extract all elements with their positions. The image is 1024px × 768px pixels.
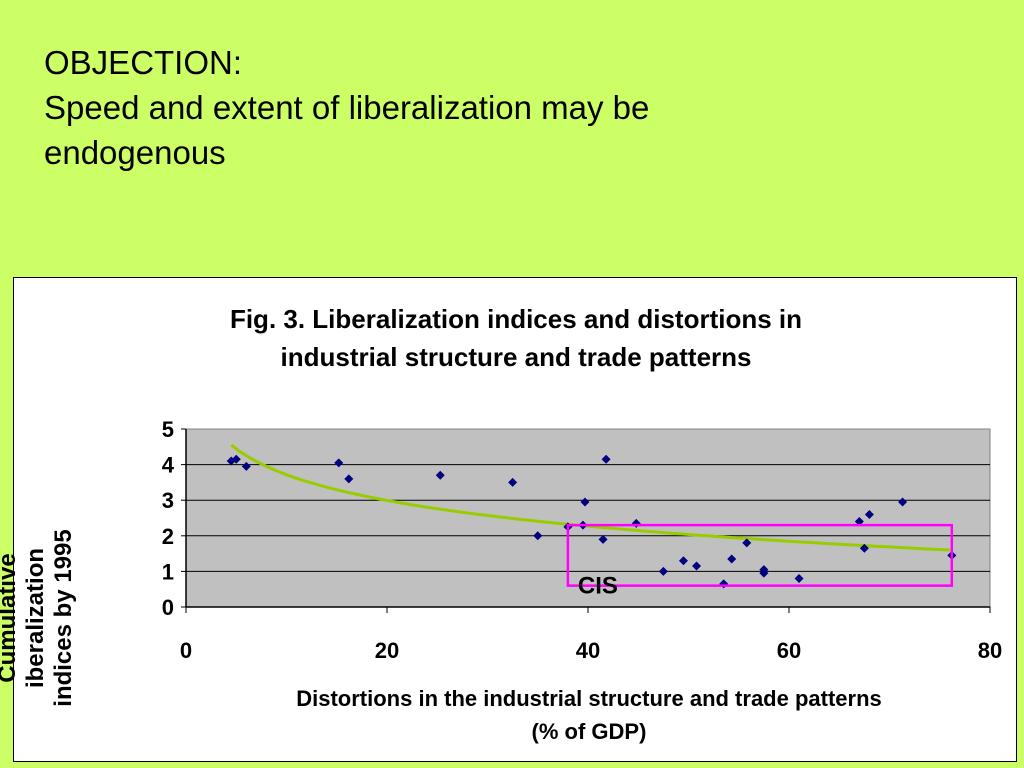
data-point: [533, 531, 543, 541]
plot-layer: 0 1 2 3 4 5 0 20 40 60 80 CIS: [162, 417, 1002, 663]
x-axis-label: Distortions in the industrial structure …: [174, 682, 1004, 748]
x-tick-label: 0: [180, 638, 192, 663]
data-point: [598, 534, 608, 544]
x-axis-label-line-2: (% of GDP): [531, 719, 647, 744]
y-tick-label: 4: [162, 453, 175, 478]
data-point: [334, 458, 344, 468]
x-tick-label: 40: [576, 638, 600, 663]
slide-title-line-1: OBJECTION:: [44, 44, 243, 81]
data-point: [898, 497, 908, 507]
data-point: [727, 554, 737, 564]
slide-title: OBJECTION: Speed and extent of liberaliz…: [44, 40, 944, 175]
data-point: [241, 461, 251, 471]
chart-panel: Fig. 3. Liberalization indices and disto…: [0, 277, 1018, 762]
data-point: [759, 568, 769, 578]
y-axis-label-line-3: indices by 1995: [50, 529, 77, 707]
x-tick-label: 20: [375, 638, 399, 663]
chart-title-line-1: Fig. 3. Liberalization indices and disto…: [229, 304, 803, 334]
y-tick-label: 3: [162, 488, 174, 513]
data-point: [231, 454, 241, 464]
y-axis-label-line-2: iberalization: [22, 547, 49, 689]
slide-title-line-2: Speed and extent of liberalization may b…: [44, 89, 650, 126]
data-point: [678, 556, 688, 566]
data-point: [859, 543, 869, 553]
data-point: [226, 456, 236, 466]
x-tick-label: 80: [978, 638, 1002, 663]
trendline: [230, 443, 950, 552]
y-tick-label: 0: [162, 595, 174, 620]
data-point: [742, 538, 752, 548]
plot-area: [185, 428, 991, 608]
cis-label: CIS: [578, 573, 618, 600]
data-point: [692, 561, 702, 571]
chart-title-line-2: industrial structure and trade patterns: [280, 342, 752, 372]
data-point: [794, 574, 804, 584]
scatter-chart: 0 1 2 3 4 5 0 20 40 60 80 CIS: [162, 417, 1002, 663]
y-tick-label: 2: [162, 524, 174, 549]
y-tick-label: 1: [162, 559, 174, 584]
data-point: [508, 477, 518, 487]
cis-highlight-box: [566, 523, 954, 587]
data-point: [580, 497, 590, 507]
data-point: [344, 474, 354, 484]
data-point: [864, 509, 874, 519]
data-point: [854, 517, 864, 527]
slide-title-line-3: endogenous: [44, 134, 226, 171]
data-point: [658, 566, 668, 576]
x-axis-label-line-1: Distortions in the industrial structure …: [296, 686, 882, 711]
data-point: [601, 454, 611, 464]
y-axis-label-line-1: Cumulative: [0, 553, 21, 683]
data-point: [435, 470, 445, 480]
chart-title: Fig. 3. Liberalization indices and disto…: [14, 300, 1018, 376]
x-tick-label: 60: [777, 638, 801, 663]
y-tick-label: 5: [162, 417, 174, 442]
y-axis-label: Cumulative iberalization indices by 1995: [0, 529, 78, 706]
